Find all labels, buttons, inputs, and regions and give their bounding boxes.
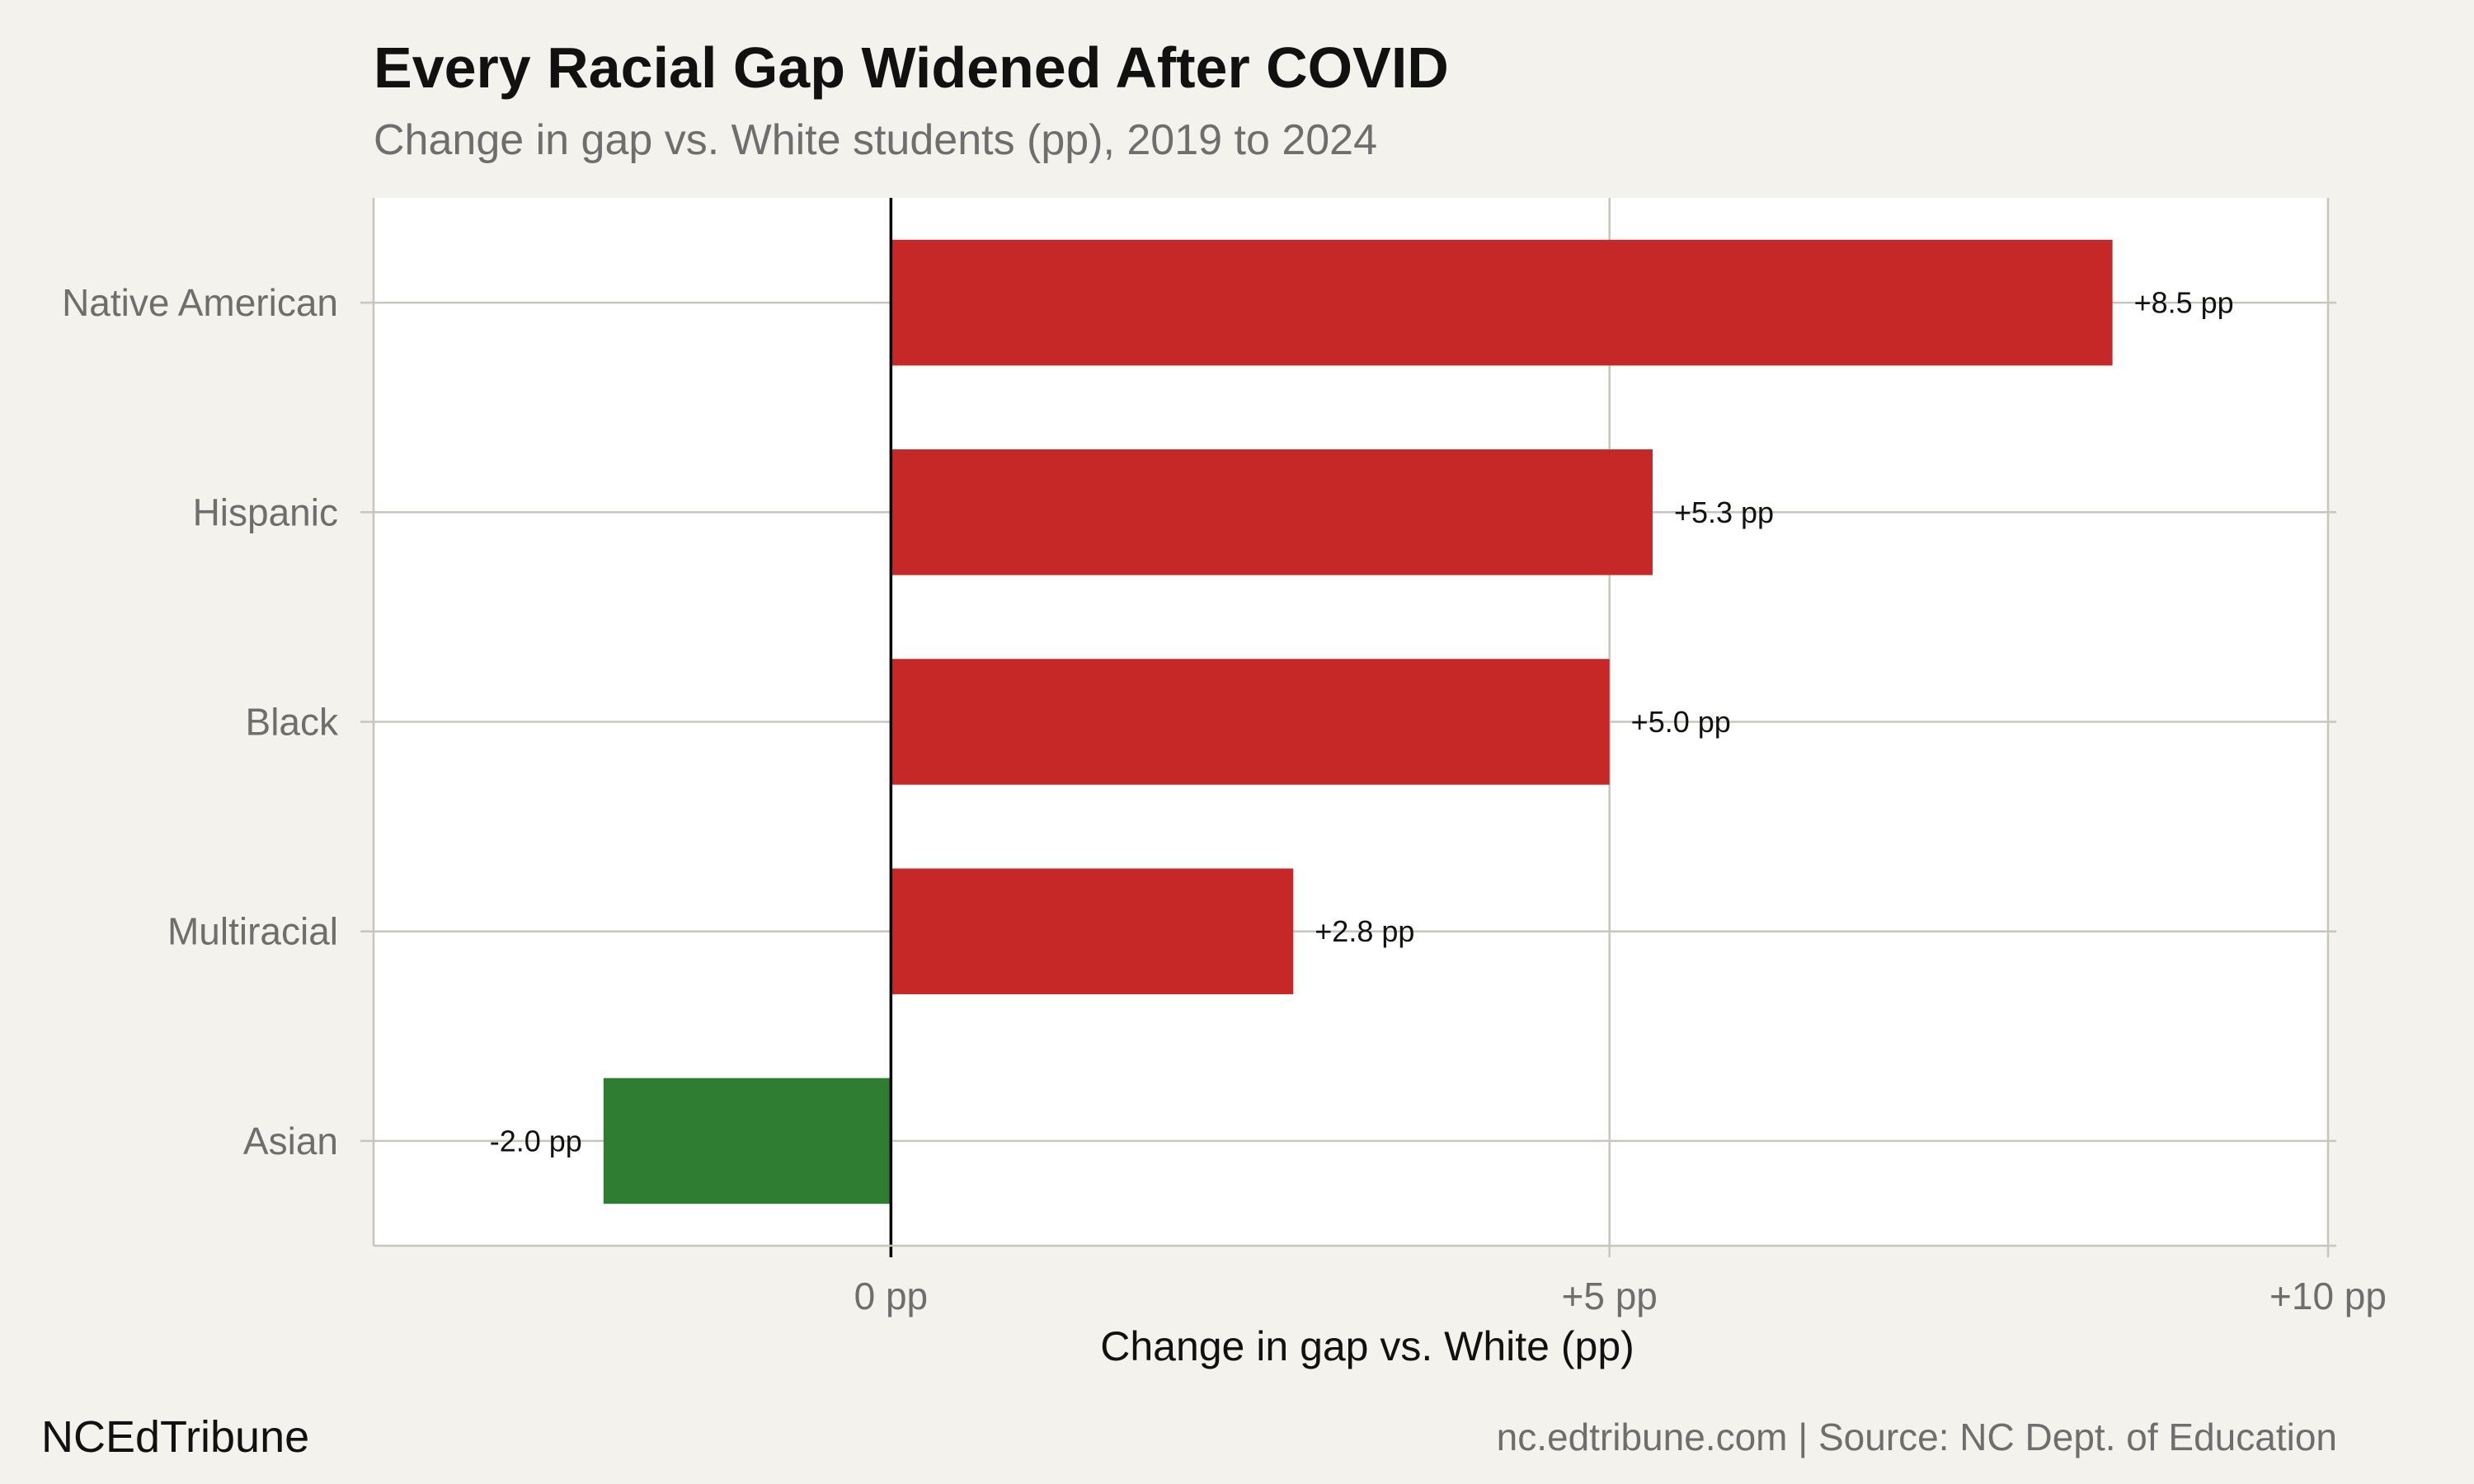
- y-tick-label: Black: [246, 701, 339, 744]
- x-tick-label: +5 pp: [1561, 1275, 1657, 1317]
- y-tick-label: Native American: [62, 281, 338, 324]
- y-tick-label: Hispanic: [193, 491, 338, 533]
- data-label: -2.0 pp: [490, 1124, 582, 1158]
- bar-asian: [603, 1078, 891, 1205]
- source-credit: nc.edtribune.com | Source: NC Dept. of E…: [1496, 1416, 2337, 1458]
- x-axis-title: Change in gap vs. White (pp): [1100, 1323, 1634, 1369]
- x-tick-label: 0 pp: [854, 1275, 929, 1317]
- chart-title: Every Racial Gap Widened After COVID: [374, 35, 1449, 100]
- data-label: +5.3 pp: [1674, 495, 1774, 529]
- bar-black: [891, 659, 1610, 785]
- chart-subtitle: Change in gap vs. White students (pp), 2…: [374, 116, 1377, 164]
- bar-native-american: [891, 239, 2113, 366]
- brand-logo-text: NCEdTribune: [41, 1412, 310, 1462]
- bars: [603, 239, 2113, 1205]
- bar-multiracial: [891, 868, 1294, 994]
- x-tick-label: +10 pp: [2269, 1275, 2387, 1317]
- data-label: +5.0 pp: [1631, 705, 1731, 739]
- data-label: +2.8 pp: [1315, 914, 1414, 948]
- axes: Native American Hispanic Black Multiracial A…: [62, 198, 2387, 1317]
- y-tick-label: Asian: [243, 1120, 338, 1162]
- data-labels: +8.5 pp +5.3 pp +5.0 pp +2.8 pp -2.0 pp: [490, 286, 2234, 1158]
- data-label: +8.5 pp: [2134, 286, 2234, 320]
- bar-hispanic: [891, 449, 1653, 575]
- y-tick-label: Multiracial: [167, 910, 338, 953]
